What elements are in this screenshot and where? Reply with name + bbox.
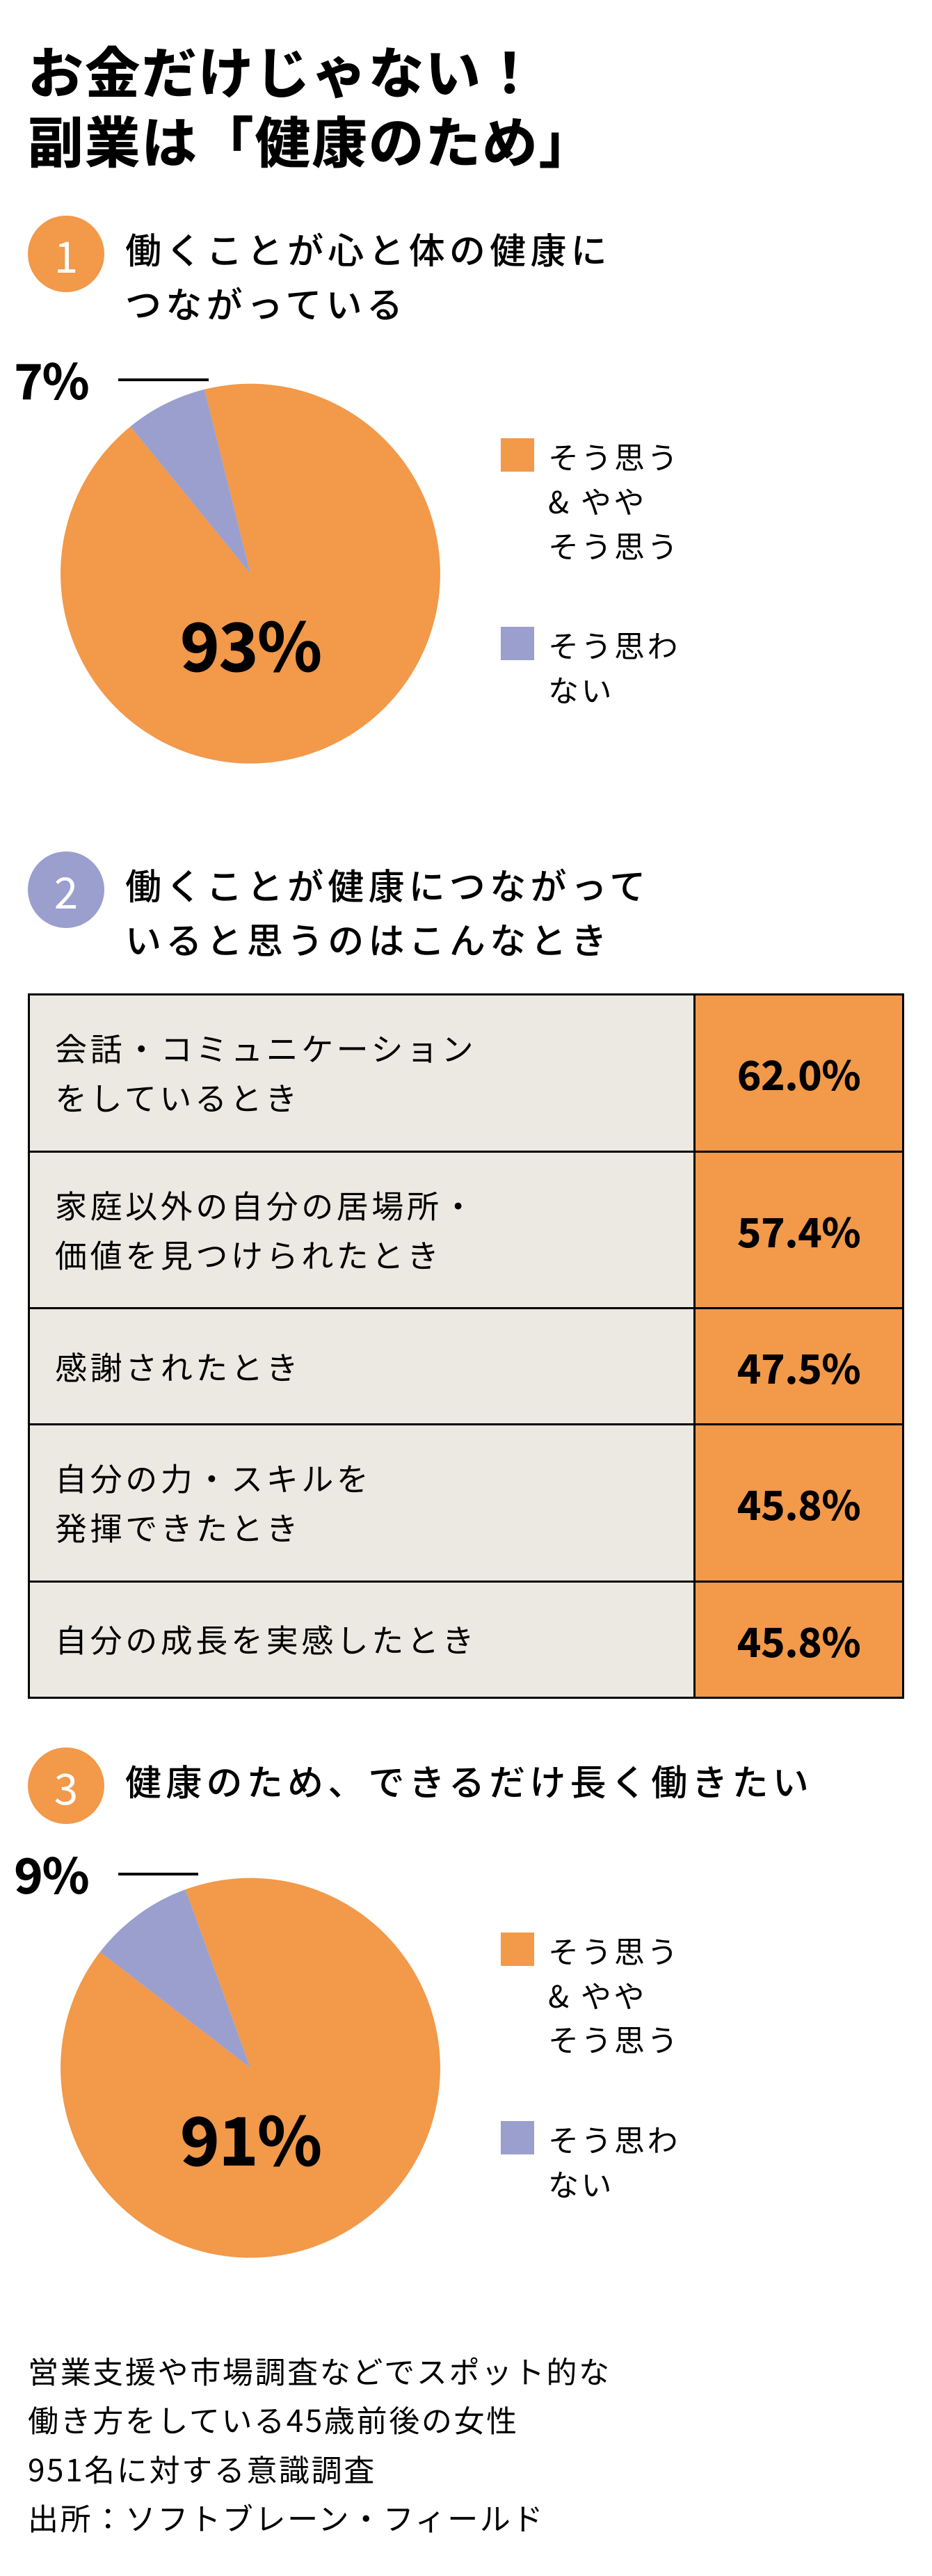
section-1: 1 働くことが心と体の健康に つながっている 7% 93% そう思う& ややそう… [28,216,904,803]
pie3-center-label: 91% [28,2088,473,2185]
table-label-cell: 感謝されたとき [29,1309,695,1425]
table-label-cell: 会話・コミュニケーションをしているとき [29,995,695,1152]
legend-3-agree-text: そう思う& ややそう思う [548,1928,680,2061]
section-2-badge: 2 [28,851,104,928]
title-line-2: 副業は「健康のため」 [28,99,595,179]
table-row: 自分の成長を実感したとき45.8% [29,1581,903,1697]
pie3-callout-line [118,1873,198,1875]
table-label-cell: 自分の力・スキルを発揮できたとき [29,1425,695,1582]
legend-1-agree-text: そう思う& ややそう思う [548,434,680,567]
legend-1: そう思う& ややそう思う そう思わない [501,358,680,712]
table-row: 自分の力・スキルを発揮できたとき45.8% [29,1425,903,1582]
legend-3-agree: そう思う& ややそう思う [501,1928,680,2061]
table-value-cell: 47.5% [695,1309,903,1425]
footer-note: 営業支援や市場調査などでスポット的な 働き方をしている45歳前後の女性 951名… [28,2346,904,2542]
legend-3-disagree-text: そう思わない [548,2117,680,2206]
swatch-orange [501,1933,534,1966]
reasons-table: 会話・コミュニケーションをしているとき62.0%家庭以外の自分の居場所・価値を見… [28,993,904,1699]
section-3: 3 健康のため、できるだけ長く働きたい 9% 91% そう思う& ややそう思う … [28,1747,904,2297]
pie3-svg [28,1852,473,2297]
swatch-orange [501,438,534,472]
table-value-cell: 62.0% [695,995,903,1152]
section-2-header: 2 働くことが健康につながって いると思うのはこんなとき [28,851,904,966]
pie1-svg [28,358,473,803]
table-value-cell: 45.8% [695,1425,903,1582]
main-title: お金だけじゃない！ 副業は「健康のため」 [28,35,904,174]
section-3-badge: 3 [28,1747,104,1824]
section-2-title: 働くことが健康につながって いると思うのはこんなとき [125,851,650,966]
table-value-cell: 45.8% [695,1581,903,1697]
pie1-center-label: 93% [28,594,473,691]
table-value-cell: 57.4% [695,1151,903,1309]
legend-3: そう思う& ややそう思う そう思わない [501,1852,680,2206]
swatch-purple [501,2121,534,2154]
table-row: 感謝されたとき47.5% [29,1309,903,1425]
title-line-1: お金だけじゃない！ [28,29,538,110]
pie-chart-3: 9% 91% [28,1852,473,2297]
table-row: 家庭以外の自分の居場所・価値を見つけられたとき57.4% [29,1151,903,1309]
table-label-cell: 自分の成長を実感したとき [29,1581,695,1697]
pie1-callout-line [118,378,209,381]
section-1-badge: 1 [28,216,104,292]
pie-slice [61,384,440,764]
section-2: 2 働くことが健康につながって いると思うのはこんなとき 会話・コミュニケーショ… [28,851,904,1699]
section-1-header: 1 働くことが心と体の健康に つながっている [28,216,904,330]
table-row: 会話・コミュニケーションをしているとき62.0% [29,995,903,1152]
section-1-title: 働くことが心と体の健康に つながっている [125,216,611,330]
legend-3-disagree: そう思わない [501,2117,680,2206]
section-1-chart-row: 7% 93% そう思う& ややそう思う そう思わない [28,358,904,803]
legend-1-disagree: そう思わない [501,623,680,712]
pie-chart-1: 7% 93% [28,358,473,803]
pie3-callout-label: 9% [14,1838,88,1908]
table-label-cell: 家庭以外の自分の居場所・価値を見つけられたとき [29,1151,695,1309]
legend-1-agree: そう思う& ややそう思う [501,434,680,567]
section-3-chart-row: 9% 91% そう思う& ややそう思う そう思わない [28,1852,904,2297]
pie1-callout-label: 7% [14,344,88,414]
legend-1-disagree-text: そう思わない [548,623,680,712]
section-3-header: 3 健康のため、できるだけ長く働きたい [28,1747,904,1824]
swatch-purple [501,627,534,660]
section-3-title: 健康のため、できるだけ長く働きたい [125,1747,813,1807]
